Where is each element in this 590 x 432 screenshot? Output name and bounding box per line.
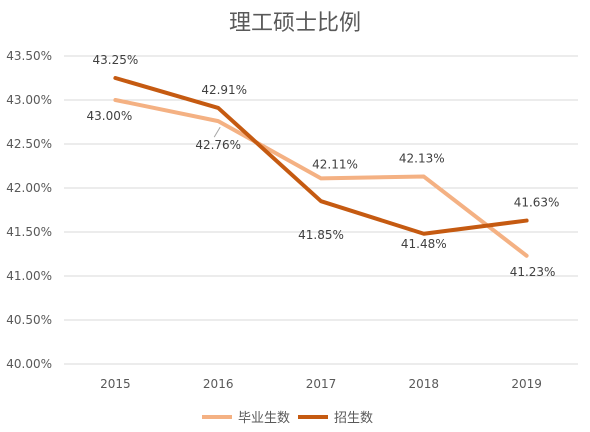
x-tick-label: 2015 xyxy=(100,377,131,391)
data-label: 42.11% xyxy=(312,157,358,171)
y-tick-label: 41.50% xyxy=(6,225,52,239)
data-label: 43.00% xyxy=(87,109,133,123)
gridlines xyxy=(64,55,578,365)
data-label: 42.13% xyxy=(399,152,445,166)
data-label: 43.25% xyxy=(93,53,139,67)
y-tick-label: 40.00% xyxy=(6,357,52,371)
data-labels: 43.00% 42.76% 42.11% 42.13% 41.23% 43.25% 42.9… xyxy=(87,53,560,279)
data-label: 41.48% xyxy=(401,237,447,251)
data-label: 42.91% xyxy=(201,83,247,97)
data-label: 41.63% xyxy=(514,196,560,210)
series-line-2 xyxy=(113,76,529,236)
series-line-1 xyxy=(113,98,529,258)
legend: 毕业生数 招生数 xyxy=(202,411,373,426)
legend-label: 招生数 xyxy=(334,411,373,426)
x-tick-label: 2018 xyxy=(409,377,440,391)
x-axis-ticks: 2015 2016 2017 2018 2019 xyxy=(100,377,542,391)
series-lines xyxy=(113,76,529,258)
data-label: 41.85% xyxy=(298,228,344,242)
y-tick-label: 43.50% xyxy=(6,49,52,63)
chart-title: 理工硕士比例 xyxy=(229,11,361,36)
x-tick-label: 2017 xyxy=(306,377,337,391)
y-tick-label: 40.50% xyxy=(6,313,52,327)
y-tick-label: 41.00% xyxy=(6,269,52,283)
y-tick-label: 42.00% xyxy=(6,181,52,195)
label-leader-line xyxy=(213,126,221,138)
data-label: 42.76% xyxy=(195,138,241,152)
data-label: 41.23% xyxy=(510,265,556,279)
y-axis-ticks: 40.00% 40.50% 41.00% 41.50% 42.00% 42.50% 43.0… xyxy=(6,49,52,371)
y-tick-label: 43.00% xyxy=(6,93,52,107)
y-tick-label: 42.50% xyxy=(6,137,52,151)
x-tick-label: 2019 xyxy=(511,377,542,391)
legend-label: 毕业生数 xyxy=(238,411,290,426)
x-tick-label: 2016 xyxy=(203,377,234,391)
